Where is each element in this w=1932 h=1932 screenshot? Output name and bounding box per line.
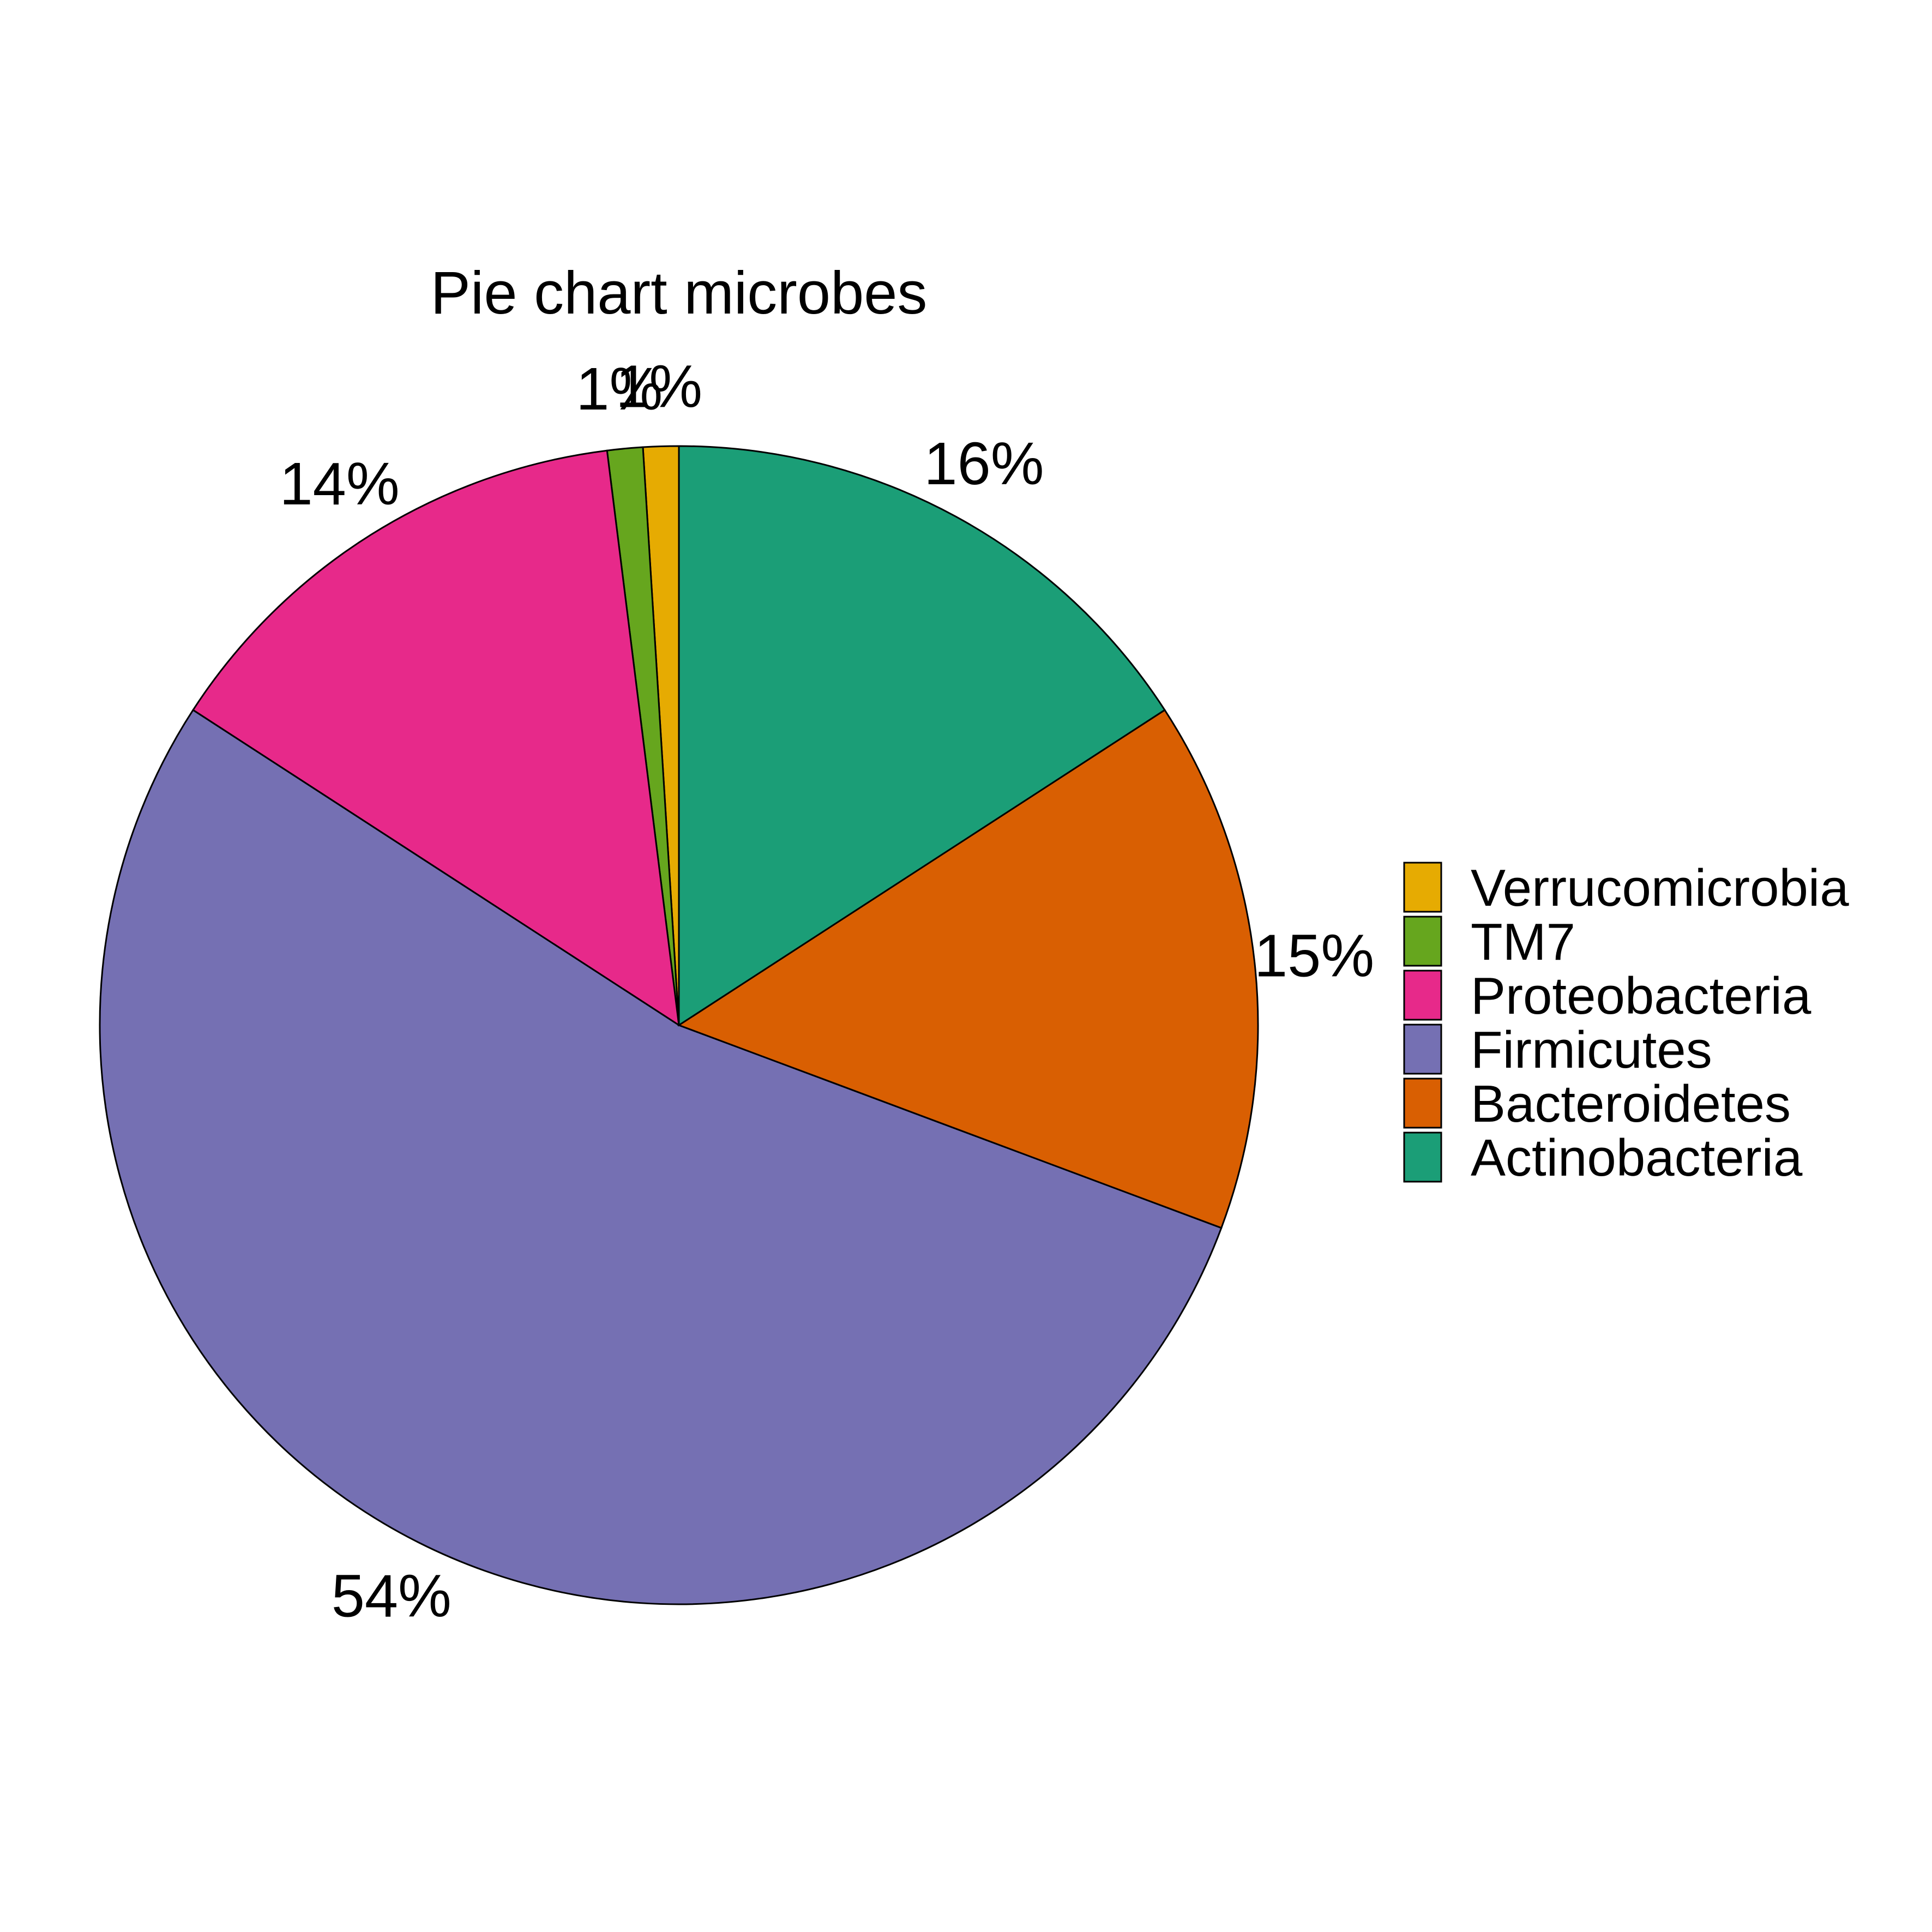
percent-label-bacteroidetes: 15% — [1254, 923, 1374, 990]
legend-key-verrucomicrobia — [1403, 862, 1442, 913]
legend: VerrucomicrobiaTM7ProteobacteriaFirmicut… — [1403, 859, 1849, 1187]
chart-title: Pie chart microbes — [431, 260, 928, 327]
legend-label-actinobacteria: Actinobacteria — [1471, 1129, 1803, 1187]
legend-label-proteobacteria: Proteobacteria — [1471, 967, 1811, 1025]
slice-proteobacteria — [191, 449, 680, 1027]
slice-actinobacteria — [678, 445, 1166, 1027]
percent-labels: 1%1% 14% 54% 15% 16% — [279, 353, 1374, 1630]
legend-label-verrucomicrobia: Verrucomicrobia — [1471, 859, 1849, 917]
percent-label-actinobacteria: 16% — [924, 430, 1044, 497]
legend-label-firmicutes: Firmicutes — [1471, 1021, 1712, 1079]
legend-key-tm7 — [1403, 916, 1442, 967]
percent-label-proteobacteria: 14% — [279, 450, 399, 517]
legend-label-bacteroidetes: Bacteroidetes — [1471, 1075, 1791, 1133]
pie-slices — [99, 445, 1259, 1605]
legend-key-proteobacteria — [1403, 970, 1442, 1021]
legend-key-bacteroidetes — [1403, 1078, 1442, 1129]
percent-label-tm7: 1% — [576, 356, 663, 423]
slice-bacteroidetes — [677, 708, 1259, 1229]
percent-label-verrucomicrobia: 1% — [616, 353, 702, 420]
legend-label-tm7: TM7 — [1471, 913, 1575, 971]
legend-key-firmicutes — [1403, 1024, 1442, 1075]
slice-firmicutes — [99, 708, 1223, 1605]
legend-key-actinobacteria — [1403, 1131, 1442, 1183]
percent-label-firmicutes: 54% — [332, 1563, 452, 1630]
